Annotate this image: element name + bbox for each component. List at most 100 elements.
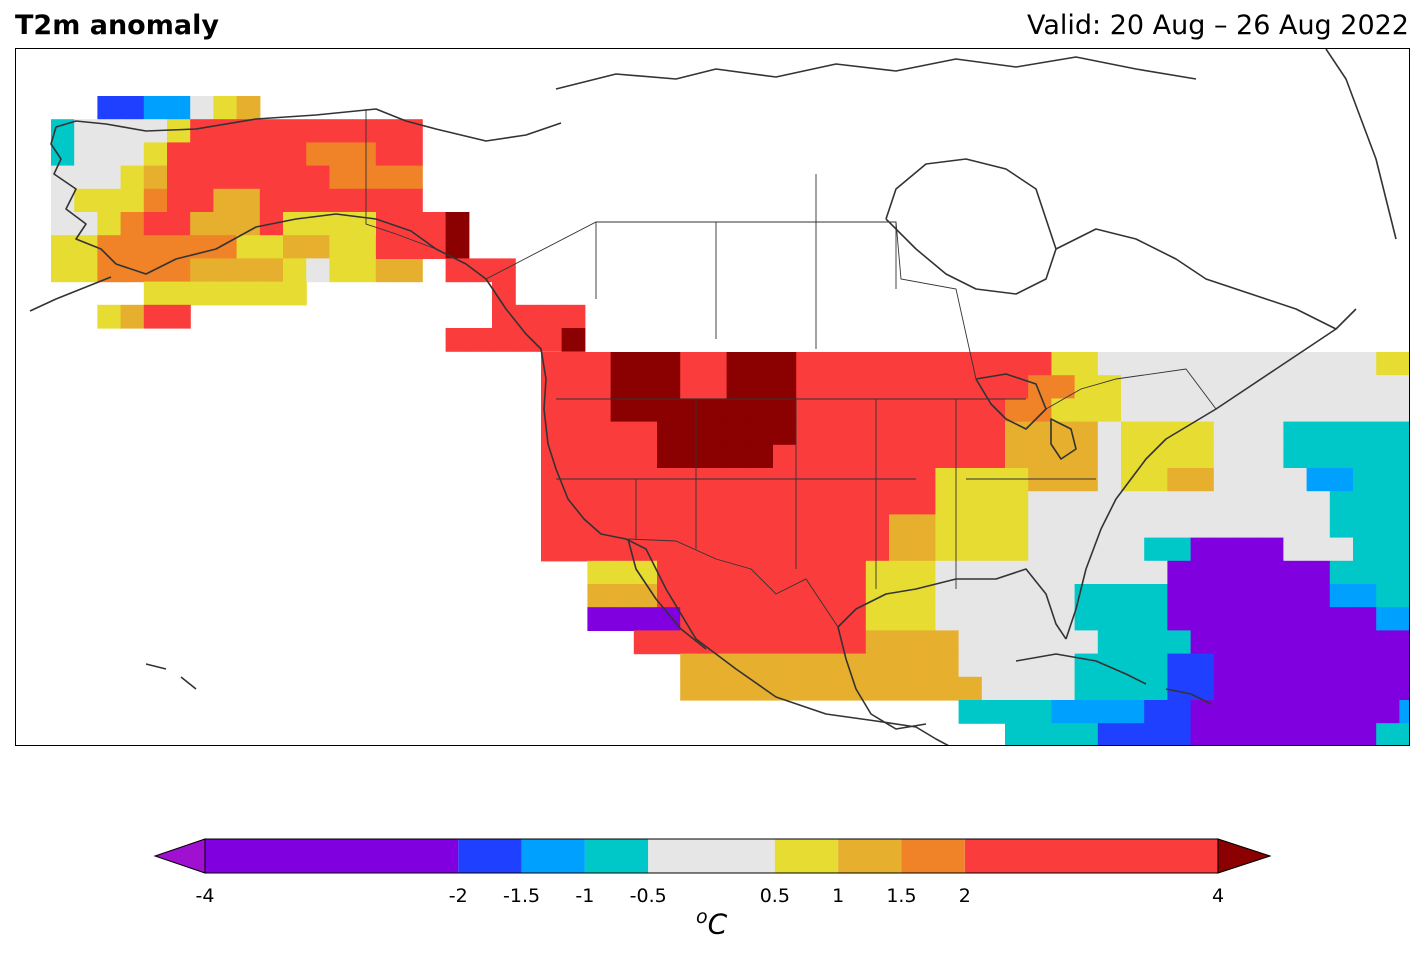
anomaly-cell [1190,468,1215,492]
anomaly-cell [796,421,820,446]
anomaly-cell [842,514,867,539]
anomaly-cell [1283,491,1308,515]
anomaly-cell [1353,468,1377,492]
anomaly-cell [889,375,913,399]
anomaly-cell [749,444,774,469]
colorbar-tick-label: 0.5 [759,885,790,907]
anomaly-cell [167,212,191,236]
anomaly-cell [1005,444,1029,469]
anomaly-cell [703,653,728,678]
anomaly-cell [1028,560,1052,585]
anomaly-cell [167,119,191,143]
anomaly-cell [1376,723,1400,745]
anomaly-cell [1399,491,1409,515]
anomaly-cell [1074,653,1099,678]
anomaly-cell [633,375,658,399]
political-borders [365,109,1217,628]
anomaly-cell [981,375,1006,399]
anomaly-cell [680,398,704,423]
anomaly-cell [1376,352,1400,376]
anomaly-cell [1028,514,1052,539]
anomaly-cell [1306,700,1331,724]
anomaly-cell [74,188,98,213]
anomaly-cell [1260,514,1284,539]
anomaly-cell [492,328,516,352]
colorbar-tick-label: 1.5 [886,885,917,907]
anomaly-cell [167,96,191,120]
anomaly-cell [1144,398,1168,423]
anomaly-cell [1260,468,1284,492]
anomaly-cell [726,491,751,515]
anomaly-cell [1051,352,1076,376]
anomaly-cell [1237,676,1261,701]
anomaly-cell [1399,700,1409,724]
anomaly-cell [680,676,704,701]
anomaly-cell [865,560,890,585]
anomaly-cell [399,258,423,283]
anomaly-cell [1213,653,1238,678]
anomaly-cell [564,468,588,492]
anomaly-cell [352,119,377,143]
anomaly-cell [1213,468,1238,492]
anomaly-cell [190,235,214,259]
border-canada-provinces [595,174,897,349]
anomaly-cell [935,514,960,539]
anomaly-cell [1121,375,1145,399]
anomaly-cell [1237,491,1261,515]
anomaly-cell [958,352,983,376]
border-us-states [556,398,1096,589]
anomaly-cell [796,514,820,539]
anomaly-cell [1097,352,1122,376]
anomaly-cell [749,352,774,376]
anomaly-cell [1306,676,1331,701]
anomaly-cell [190,96,214,120]
anomaly-cell [1399,723,1409,745]
anomaly-cell [749,584,774,608]
anomaly-cell [1167,491,1192,515]
anomaly-cell [796,676,820,701]
anomaly-cell [1283,537,1308,562]
anomaly-cell [74,165,98,190]
coastline-alaska-peninsula [115,213,487,280]
anomaly-cell [726,398,751,423]
anomaly-cell [1051,676,1076,701]
anomaly-cell [610,468,635,492]
anomaly-cell [51,258,75,283]
anomaly-cell [703,676,728,701]
anomaly-cell [1353,352,1377,376]
anomaly-cell [541,537,565,562]
anomaly-cell [865,444,890,469]
anomaly-cell [74,142,98,167]
anomaly-cell [167,281,191,306]
anomaly-cell [1353,491,1377,515]
anomaly-cell [1121,468,1145,492]
anomaly-cell [819,630,844,655]
anomaly-cell [1144,444,1168,469]
anomaly-cell [1329,398,1354,423]
anomaly-cell [657,584,681,608]
anomaly-cell [842,653,867,678]
anomaly-cell [1074,352,1099,376]
anomaly-cell [1028,607,1052,631]
anomaly-cell [633,491,658,515]
anomaly-cell [283,165,307,190]
anomaly-cell [633,584,658,608]
anomaly-cell [703,537,728,562]
anomaly-cell [1399,352,1409,376]
anomaly-cell [703,560,728,585]
anomaly-cell [97,96,122,120]
anomaly-cell [819,375,844,399]
coastline-aleutians [29,276,112,312]
border-alaska-canada [365,109,437,250]
anomaly-cell [796,653,820,678]
anomaly-cell [564,491,588,515]
anomaly-cell [97,142,122,167]
anomaly-cell [912,352,936,376]
anomaly-cell [1028,375,1052,399]
colorbar-segment [458,839,522,873]
anomaly-cell [1306,584,1331,608]
anomaly-cell [889,421,913,446]
anomaly-cell [1005,584,1029,608]
anomaly-cell [1376,584,1400,608]
anomaly-cell [749,537,774,562]
